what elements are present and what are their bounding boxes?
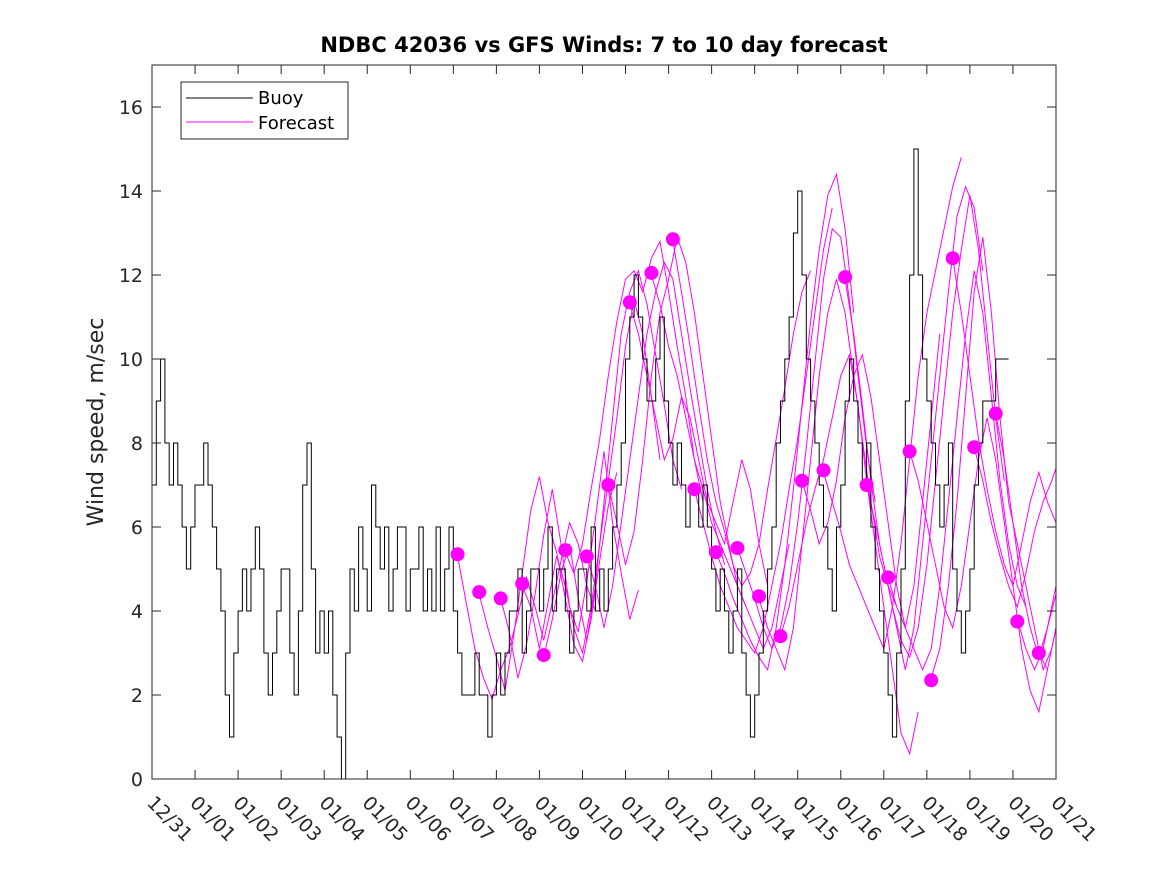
forecast-marker-14 [730, 541, 745, 555]
forecast-marker-19 [838, 270, 853, 285]
forecast-line-6 [564, 239, 704, 575]
forecast-marker-1 [450, 547, 465, 562]
chart-title: NDBC 42036 vs GFS Winds: 7 to 10 day for… [320, 33, 887, 57]
buoy-line [152, 148, 1009, 779]
y-tick-label: 2 [131, 685, 143, 707]
forecast-line-16 [780, 352, 919, 756]
plot-contents [152, 148, 1056, 779]
forecast-line-17 [801, 333, 941, 628]
forecast-line-19 [844, 185, 984, 670]
y-axis-label: Wind speed, m/sec [84, 318, 109, 527]
forecast-marker-24 [945, 251, 960, 266]
forecast-line-25 [973, 447, 1056, 609]
forecast-marker-21 [881, 570, 896, 585]
forecast-marker-2 [472, 585, 487, 600]
y-tick-label: 16 [119, 97, 143, 119]
legend-forecast-label: Forecast [258, 113, 334, 134]
y-tick-label: 4 [131, 601, 143, 623]
forecast-marker-9 [622, 295, 637, 310]
forecast-marker-16 [773, 629, 788, 644]
forecast-marker-10 [644, 265, 659, 280]
y-tick-label: 12 [119, 265, 143, 287]
y-tick-label: 6 [131, 517, 143, 539]
y-tick-label: 10 [119, 349, 143, 371]
forecast-line-9 [629, 304, 769, 586]
y-tick-label: 0 [131, 769, 143, 791]
forecast-marker-28 [1031, 646, 1046, 660]
plot-area [152, 65, 1056, 779]
axes-box [151, 64, 1057, 780]
forecast-marker-11 [665, 232, 680, 247]
legend: Buoy Forecast [180, 81, 349, 140]
forecast-marker-27 [1010, 614, 1025, 629]
forecast-line-7 [586, 261, 725, 628]
forecast-line-15 [758, 279, 898, 672]
forecast-marker-13 [708, 545, 723, 560]
forecast-marker-23 [924, 673, 939, 688]
forecast-line-2 [478, 472, 618, 691]
series-layer [152, 148, 1056, 779]
y-tick-label: 14 [119, 181, 143, 203]
forecast-marker-26 [988, 406, 1003, 421]
legend-box [180, 81, 349, 140]
forecast-marker-4 [515, 576, 530, 591]
forecast-marker-7 [579, 549, 594, 564]
forecast-marker-3 [493, 591, 508, 606]
forecast-marker-12 [687, 482, 702, 497]
forecast-marker-17 [795, 473, 809, 488]
legend-buoy-label: Buoy [258, 88, 304, 109]
forecast-marker-5 [536, 648, 551, 663]
forecast-line-24 [952, 258, 1056, 588]
forecast-marker-6 [558, 543, 573, 558]
forecast-line-1 [457, 521, 596, 701]
forecast-line-10 [650, 274, 790, 651]
y-tick-label: 8 [131, 433, 143, 455]
forecast-marker-25 [967, 440, 982, 455]
forecast-line-13 [715, 172, 855, 672]
forecast-marker-15 [752, 589, 766, 604]
forecast-marker-20 [859, 478, 874, 492]
forecast-marker-8 [601, 478, 616, 492]
forecast-line-21 [887, 270, 1027, 672]
forecast-marker-22 [902, 444, 917, 459]
forecast-marker-18 [816, 463, 831, 478]
